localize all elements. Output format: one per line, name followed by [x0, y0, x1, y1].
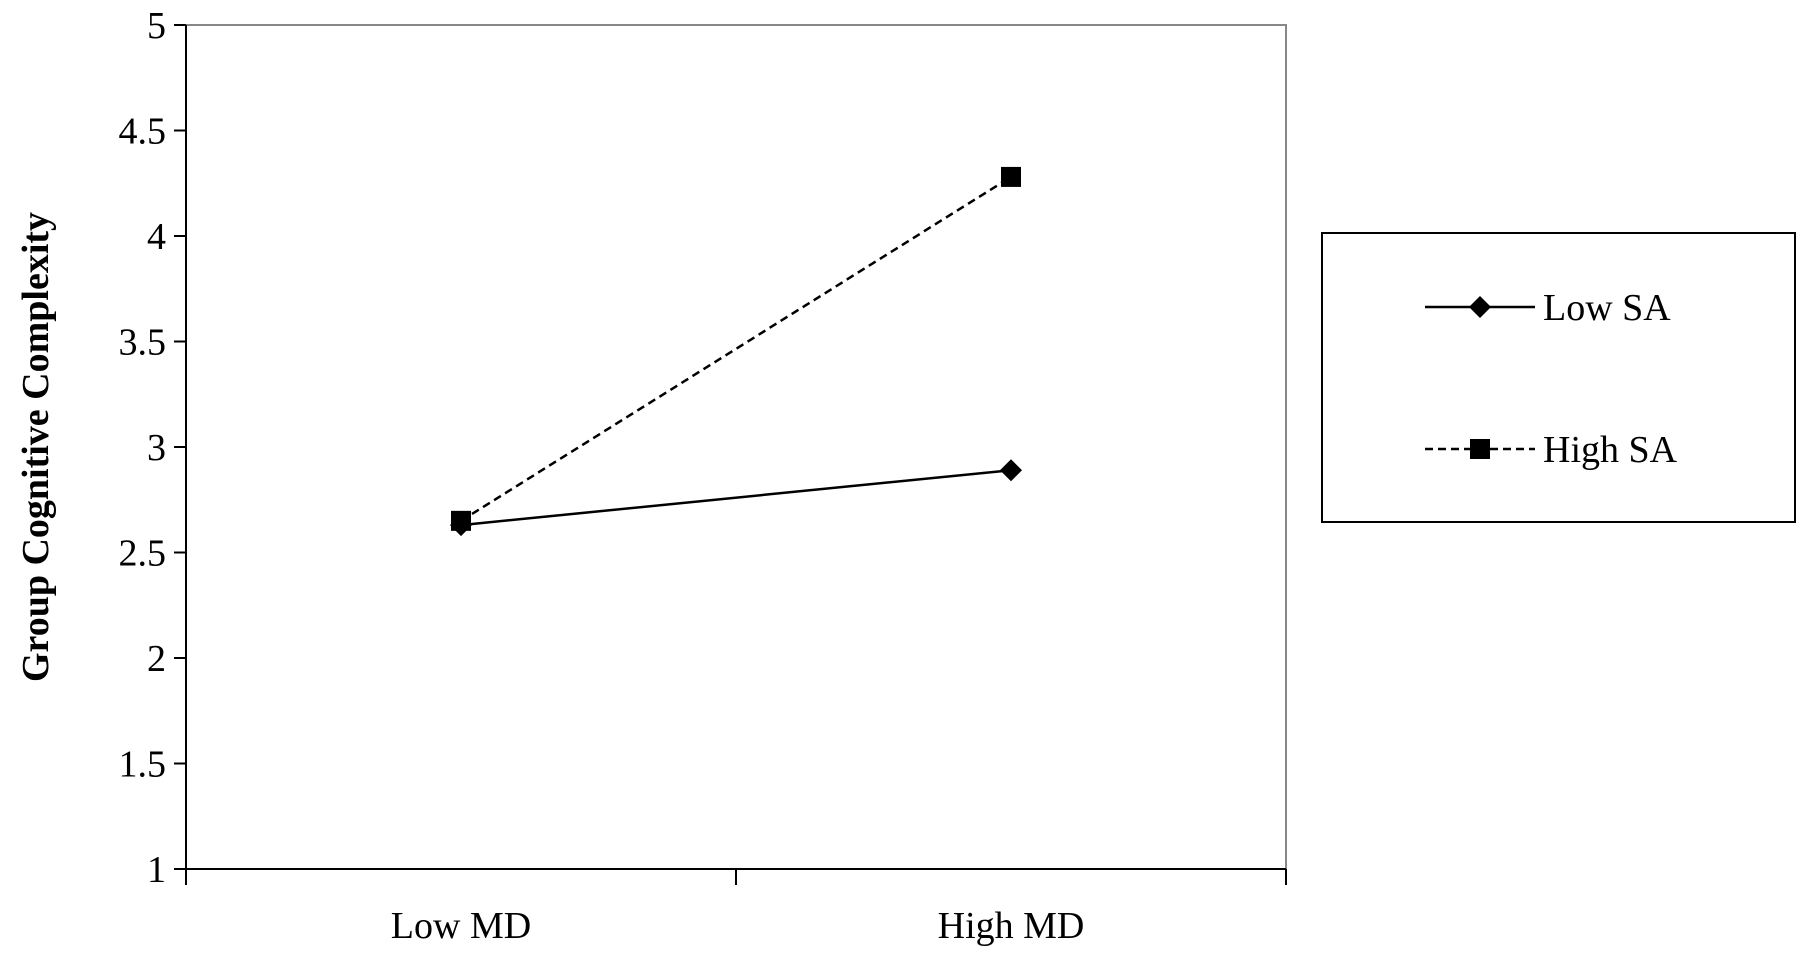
- legend-box: [1321, 232, 1796, 523]
- legend-items: Low SA High SA: [1425, 287, 1678, 471]
- x-ticks: Low MD High MD: [185, 869, 1287, 947]
- series-1: [451, 166, 1021, 531]
- x-category-label: High MD: [938, 905, 1085, 947]
- y-ticks: 1 1.5 2 2.5 3 3.5 4 4.5 5: [119, 5, 186, 891]
- y-tick-label: 2: [147, 638, 166, 680]
- y-tick-label: 1.5: [119, 744, 167, 786]
- y-tick-label: 3: [147, 427, 166, 469]
- y-tick-label: 1: [147, 849, 166, 891]
- legend-item: Low SA: [1425, 287, 1671, 329]
- y-tick-label: 4.5: [119, 111, 167, 153]
- legend-label: Low SA: [1543, 287, 1671, 329]
- y-axis-label: Group Cognitive Complexity: [15, 212, 57, 682]
- series-line: [460, 175, 1012, 522]
- data-point-marker: [1001, 166, 1021, 187]
- y-tick-label: 3.5: [119, 322, 167, 364]
- legend-marker: [1469, 296, 1491, 318]
- y-tick-label: 5: [147, 5, 166, 47]
- data-point-marker: [451, 510, 471, 531]
- x-category-label: Low MD: [391, 905, 531, 947]
- series-line: [460, 468, 1012, 527]
- series-layer: [450, 166, 1022, 537]
- legend-marker: [1470, 439, 1490, 459]
- legend: Low SA High SA: [1321, 232, 1796, 523]
- plot-area: [185, 24, 1287, 870]
- y-tick-label: 2.5: [119, 533, 167, 575]
- y-tick-label: 4: [147, 216, 166, 258]
- data-point-marker: [1000, 459, 1022, 482]
- legend-item: High SA: [1425, 429, 1678, 471]
- legend-label: High SA: [1543, 429, 1678, 471]
